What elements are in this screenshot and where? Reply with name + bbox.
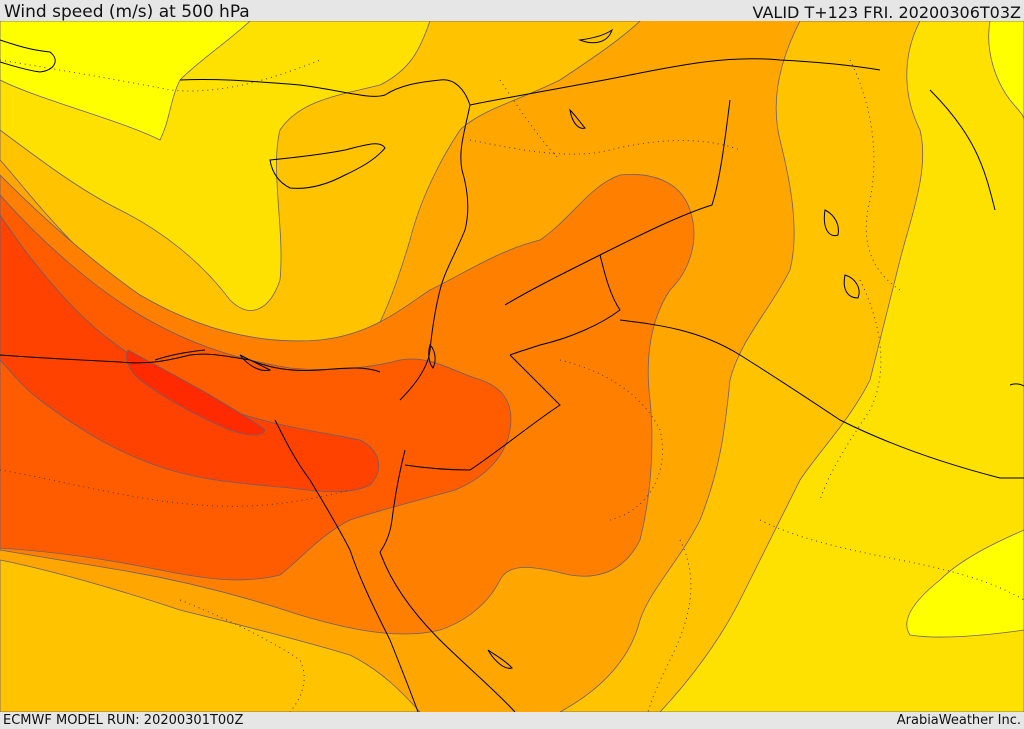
field-band-7 [0, 214, 379, 493]
dotted-isoline [559, 359, 664, 521]
dotted-isoline [759, 519, 1024, 601]
field-band-2-east [659, 21, 1024, 712]
coastline [0, 39, 56, 73]
coastline [843, 274, 860, 299]
coastline [179, 78, 471, 106]
valid-time: VALID T+123 FRI. 20200306T03Z [752, 3, 1021, 22]
dotted-isoline [179, 599, 305, 712]
border [619, 319, 1024, 479]
coastline [569, 108, 586, 129]
coastline [1009, 383, 1024, 387]
dotted-isoline [499, 79, 561, 161]
border [509, 254, 621, 356]
border [504, 99, 731, 306]
coastline [379, 449, 406, 553]
coastline [269, 143, 386, 189]
field-band-3-south [0, 559, 421, 712]
coastline [379, 551, 516, 712]
field-band-6 [0, 194, 512, 581]
field-band-1-southeast [906, 529, 1024, 638]
border [469, 58, 881, 106]
coastline [823, 209, 839, 237]
model-run: ECMWF MODEL RUN: 20200301T00Z [3, 713, 244, 728]
coastline [428, 344, 436, 369]
coastline [487, 649, 513, 669]
field-band-1-northwest [0, 21, 251, 141]
field-band-1-northeast [988, 21, 1024, 121]
coastline [578, 28, 613, 44]
wind-speed-map [0, 21, 1024, 712]
dotted-isoline [0, 469, 351, 507]
coastline [0, 353, 381, 373]
footer-bar [0, 712, 1024, 729]
header-bar [0, 0, 1024, 21]
brand-credit: ArabiaWeather Inc. [896, 713, 1021, 728]
border [404, 354, 561, 471]
coastline [239, 354, 272, 371]
coastline [399, 104, 471, 401]
map-title: Wind speed (m/s) at 500 hPa [4, 2, 250, 22]
coastline [929, 89, 996, 211]
coastline [274, 419, 419, 712]
field-band-8 [126, 349, 266, 436]
coastline [154, 349, 206, 361]
